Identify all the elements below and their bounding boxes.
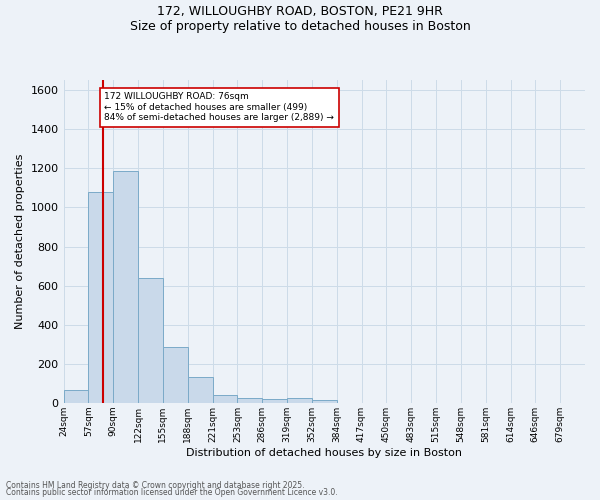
Bar [238,398,262,403]
Bar [287,398,312,403]
Bar [212,396,238,403]
Bar [64,390,88,403]
Text: 172, WILLOUGHBY ROAD, BOSTON, PE21 9HR
Size of property relative to detached hou: 172, WILLOUGHBY ROAD, BOSTON, PE21 9HR S… [130,5,470,33]
Y-axis label: Number of detached properties: Number of detached properties [15,154,25,330]
Bar [113,172,138,403]
Bar [138,278,163,403]
Bar [163,347,188,403]
Text: Contains public sector information licensed under the Open Government Licence v3: Contains public sector information licen… [6,488,338,497]
Bar [312,400,337,403]
Text: Contains HM Land Registry data © Crown copyright and database right 2025.: Contains HM Land Registry data © Crown c… [6,480,305,490]
Bar [188,378,212,403]
X-axis label: Distribution of detached houses by size in Boston: Distribution of detached houses by size … [186,448,462,458]
Bar [88,192,113,403]
Text: 172 WILLOUGHBY ROAD: 76sqm
← 15% of detached houses are smaller (499)
84% of sem: 172 WILLOUGHBY ROAD: 76sqm ← 15% of deta… [104,92,334,122]
Bar [262,399,287,403]
